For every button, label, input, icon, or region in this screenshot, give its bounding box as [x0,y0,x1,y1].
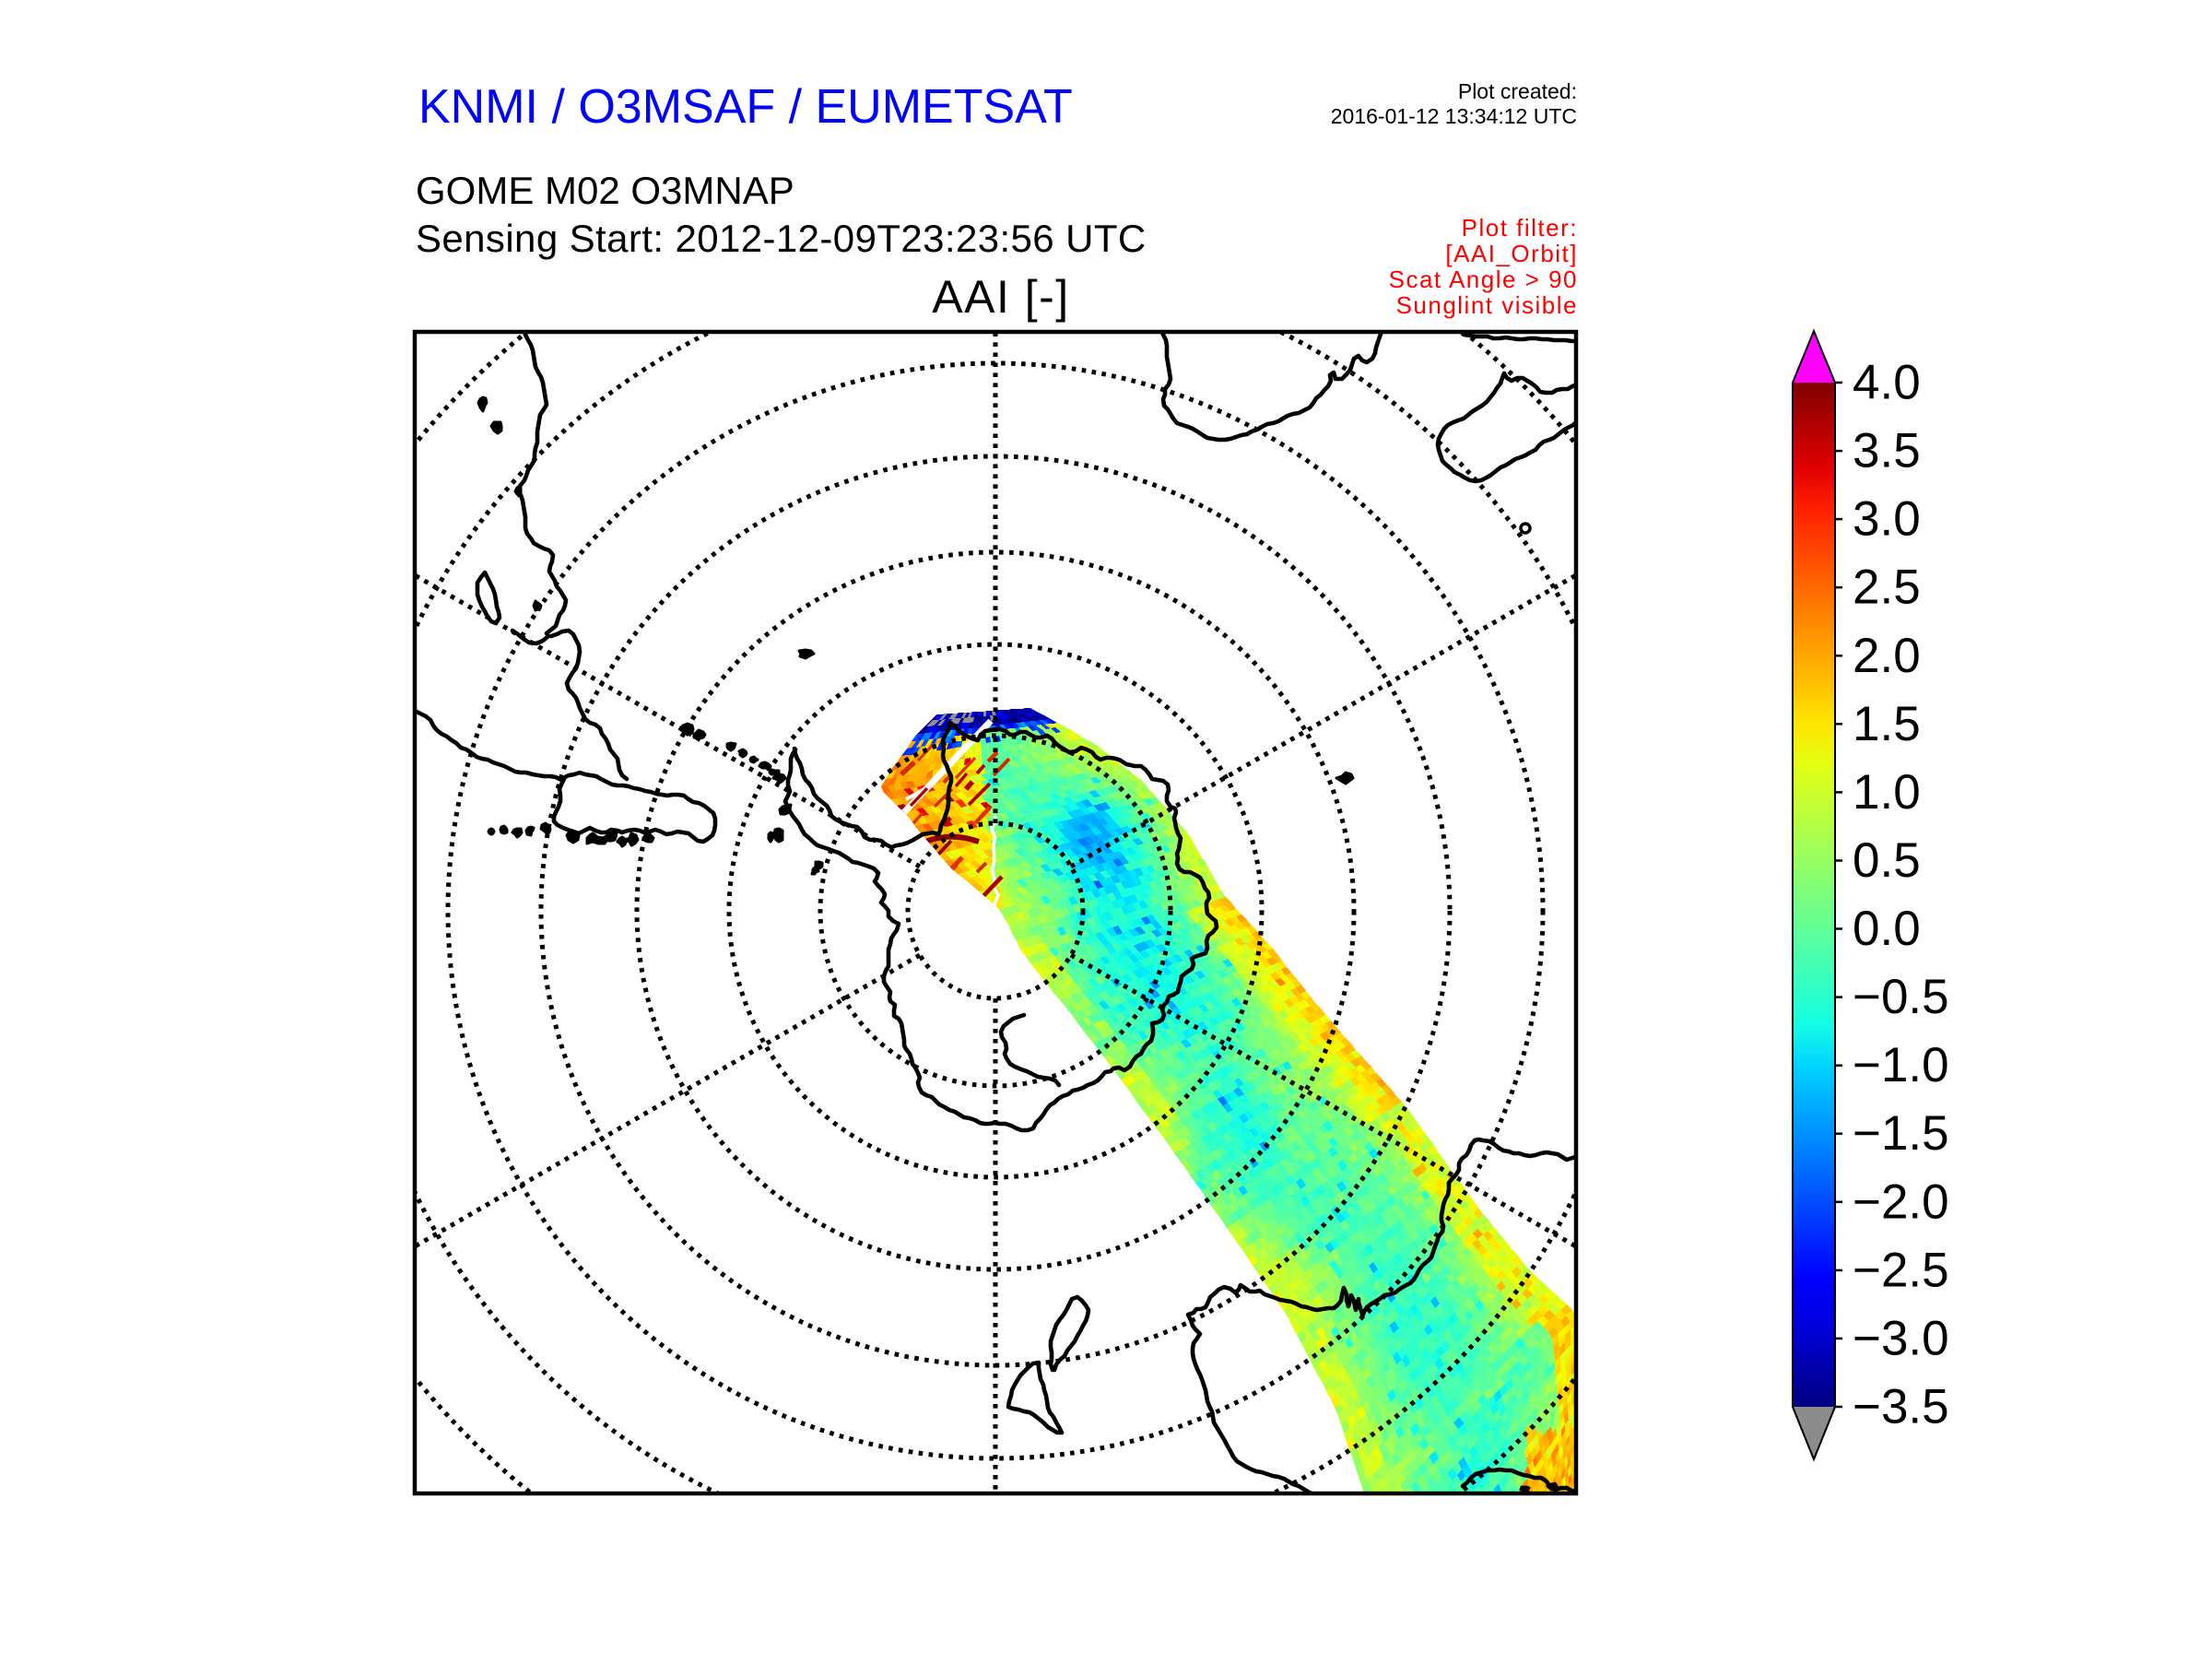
svg-text:−0.5: −0.5 [1853,970,1949,1024]
svg-text:1.0: 1.0 [1853,765,1921,820]
svg-text:Sensing Start: 2012-12-09T23:2: Sensing Start: 2012-12-09T23:23:56 UTC [416,217,1147,260]
svg-text:4.0: 4.0 [1853,356,1921,410]
svg-text:Plot created:: Plot created: [1458,79,1577,103]
svg-text:2016-01-12 13:34:12 UTC: 2016-01-12 13:34:12 UTC [1331,104,1577,128]
svg-text:2.0: 2.0 [1853,629,1921,683]
svg-text:KNMI / O3MSAF / EUMETSAT: KNMI / O3MSAF / EUMETSAT [418,80,1073,134]
svg-text:0.0: 0.0 [1853,902,1921,956]
svg-text:3.0: 3.0 [1853,492,1921,547]
svg-text:Scat Angle > 90: Scat Angle > 90 [1389,266,1578,293]
svg-text:0.5: 0.5 [1853,833,1921,888]
svg-text:Plot filter:: Plot filter: [1462,214,1578,242]
svg-text:−2.5: −2.5 [1853,1243,1949,1297]
svg-text:Sunglint visible: Sunglint visible [1396,291,1578,319]
svg-text:AAI [-]: AAI [-] [932,271,1069,323]
svg-text:2.5: 2.5 [1853,561,1921,615]
svg-text:−2.0: −2.0 [1853,1174,1949,1229]
svg-text:3.5: 3.5 [1853,424,1921,478]
svg-text:−1.5: −1.5 [1853,1106,1949,1161]
svg-text:−3.5: −3.5 [1853,1380,1949,1434]
svg-text:1.5: 1.5 [1853,697,1921,751]
svg-text:−3.0: −3.0 [1853,1311,1949,1365]
svg-text:−1.0: −1.0 [1853,1038,1949,1092]
svg-text:[AAI_Orbit]: [AAI_Orbit] [1445,240,1578,267]
svg-text:GOME M02 O3MNAP: GOME M02 O3MNAP [416,169,794,212]
